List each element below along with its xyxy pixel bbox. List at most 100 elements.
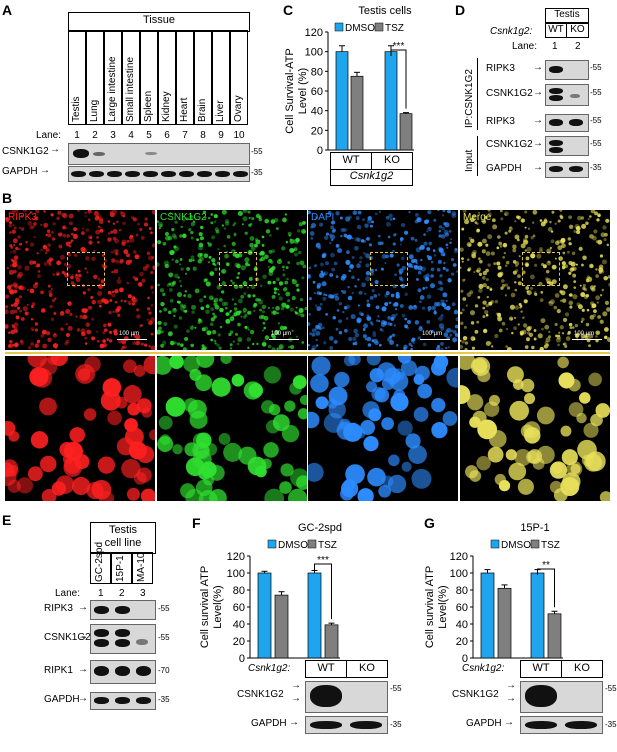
panel-c-group-ko: KO — [384, 154, 400, 166]
y-tick-label: 0 — [317, 145, 323, 157]
panel-b-label: B — [2, 190, 13, 206]
significance-label: ** — [542, 560, 550, 571]
panel-g-label: G — [424, 515, 435, 531]
panel-a-tissue-6: Kidney — [161, 91, 172, 122]
panel-a-tissue-4: Small intestine — [125, 56, 136, 122]
panel-g-group-wt: WT — [532, 662, 550, 674]
bar-dmso-ko — [307, 572, 322, 659]
band — [115, 639, 130, 647]
panel-a-lane-label: Lane: — [36, 130, 62, 141]
panel-b-image-top-dapi: DAPI 100 µm — [308, 210, 458, 350]
band — [143, 171, 158, 177]
panel-a-tissue-8: Brain — [197, 98, 208, 122]
panel-d-mw-1: -55 — [590, 63, 602, 72]
panel-a-tissue-3: Large intestine — [107, 56, 118, 122]
panel-e-line-column — [111, 552, 132, 584]
panel-d-blot-4 — [545, 136, 589, 156]
panel-d-input-label: Input — [464, 149, 475, 172]
panel-g-group-ko: KO — [574, 662, 590, 674]
panel-d-row-label-5: GAPDH — [486, 163, 522, 174]
band — [93, 152, 105, 156]
micrograph-zoom-texture — [5, 356, 155, 501]
panel-c-group-wt: WT — [342, 154, 360, 166]
arrow-icon: → — [504, 717, 514, 728]
panel-g-geno-box-ko — [561, 660, 603, 678]
bar-tsz-ko — [324, 624, 339, 659]
panel-a-tissue-column — [140, 30, 158, 125]
panel-d-header: Testis — [554, 9, 580, 20]
band — [94, 697, 109, 704]
y-axis-label: Cell survival ATPLevel(%) — [200, 566, 224, 648]
panel-b-scale-text: 100 µm — [574, 331, 595, 337]
panel-d-header-box — [545, 8, 589, 24]
panel-e-label: E — [2, 512, 12, 528]
panel-a-tissue-9: Liver — [215, 100, 226, 122]
panel-a-gapdh-blot — [68, 166, 250, 182]
band — [215, 171, 230, 177]
panel-f-mw-35: -35 — [390, 720, 402, 729]
significance-label: *** — [393, 41, 405, 52]
panel-a-tissue-column — [122, 30, 140, 125]
panel-d-blot-2 — [545, 84, 589, 106]
panel-b-scale-bar — [117, 339, 147, 340]
panel-b-image-top-ripk3: RIPK3 100 µm — [5, 210, 155, 350]
panel-b-image-zoom-merge — [460, 356, 610, 501]
panel-e-header-line2: cell line — [104, 537, 142, 549]
panel-a-tissue-10: Ovary — [233, 95, 244, 122]
panel-e-header-box — [90, 522, 156, 554]
panel-e-blot-4 — [90, 692, 156, 710]
bar-tsz-ko — [399, 113, 413, 151]
arrow-icon: → — [50, 144, 60, 155]
y-tick-label: 0 — [462, 653, 468, 665]
legend-label-dmso: DMSO — [278, 540, 308, 551]
panel-f-genotype-label: Csnk1g2: — [248, 663, 291, 674]
panel-d-label: D — [455, 2, 466, 18]
legend-swatch-dmso — [334, 22, 344, 32]
band — [310, 685, 342, 707]
panel-a-label: A — [2, 2, 13, 18]
panel-e-mw-1: -55 — [158, 604, 170, 613]
y-tick-label: 120 — [305, 27, 323, 39]
panel-a-row-csnk1g2: CSNK1G2 — [2, 146, 49, 157]
panel-d-blot-5 — [545, 162, 589, 178]
panel-a-mw-35: -35 — [251, 168, 263, 177]
band — [233, 171, 248, 177]
y-tick-label: 20 — [456, 636, 468, 648]
micrograph-texture — [5, 210, 155, 350]
panel-e-mw-3: -70 — [158, 666, 170, 675]
band — [310, 721, 342, 729]
panel-a-lane-4: 4 — [128, 130, 134, 141]
panel-f-chart: 0 20 40 60 80 100 120 DMSO TSZ *** Cell survival A… — [200, 539, 340, 665]
panel-b-image-top-csnk1g2: CSNK1G2 100 µm — [157, 210, 307, 350]
micrograph-zoom-texture — [460, 356, 610, 501]
legend-swatch-dmso — [267, 539, 277, 549]
band — [549, 95, 563, 101]
arrow-icon: → — [78, 664, 88, 675]
panel-e-lane-1: 1 — [98, 588, 104, 599]
significance-bracket — [390, 49, 407, 109]
micrograph-texture — [308, 210, 458, 350]
panel-d-row-label-4: CSNK1G2 — [486, 139, 533, 150]
panel-g-gapdh-blot — [520, 716, 603, 734]
significance-bracket — [314, 563, 332, 620]
panel-f-label: F — [192, 515, 201, 531]
panel-d-row-label-1: RIPK3 — [486, 63, 515, 74]
panel-b-image-zoom-dapi — [308, 356, 458, 501]
band — [136, 639, 148, 645]
panel-e-blot-3 — [90, 660, 156, 684]
legend-swatch-tsz — [530, 539, 540, 549]
panel-e-row-label-2: CSNK1G2 — [44, 632, 91, 643]
bar-dmso-wt — [335, 51, 349, 151]
legend-label-tsz: TSZ — [318, 540, 337, 551]
panel-f-csnk1g2-blot — [305, 681, 388, 713]
panel-a-mw-55: -55 — [251, 147, 263, 156]
panel-b-stain-label-ripk3: RIPK3 — [8, 212, 37, 223]
panel-e-row-label-3: RIPK1 — [44, 665, 73, 676]
panel-b-image-zoom-ripk3 — [5, 356, 155, 501]
panel-f-group-wt: WT — [317, 662, 335, 674]
panel-a-lane-10: 10 — [233, 130, 245, 141]
panel-e-lane-3: 3 — [140, 588, 146, 599]
panel-e-mw-4: -35 — [158, 695, 170, 704]
legend-label-dmso: DMSO — [501, 540, 531, 551]
panel-e-line-3: MA-10 — [136, 552, 147, 582]
